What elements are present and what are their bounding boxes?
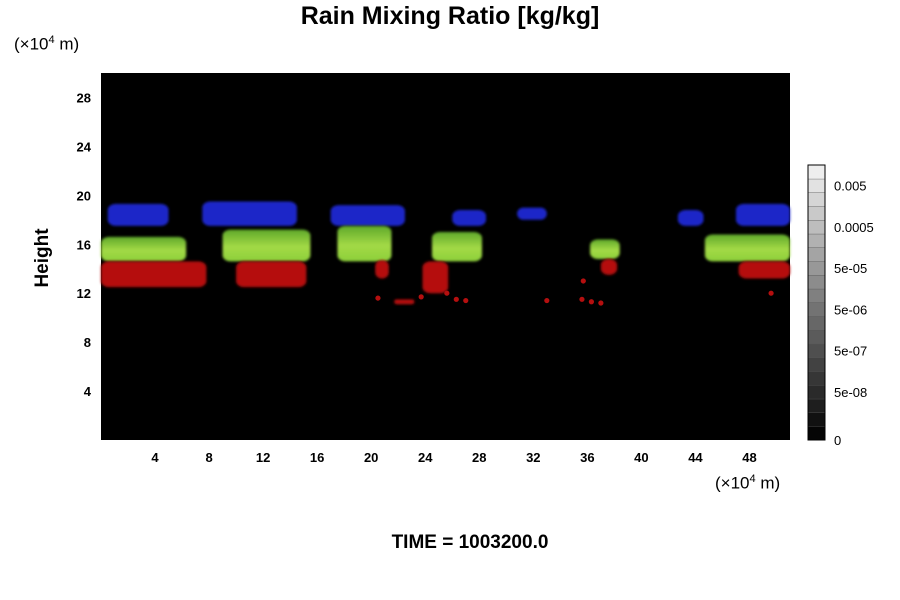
colorbar-swatch [807, 288, 826, 304]
y-tick-label: 20 [77, 188, 91, 203]
region-mid-9 [337, 225, 392, 262]
colorbar-swatch [807, 219, 826, 235]
colorbar-label: 5e-06 [834, 302, 867, 317]
y-tick-label: 24 [77, 139, 92, 154]
y-tick-label: 12 [77, 286, 91, 301]
colorbar-swatch [807, 412, 826, 427]
y-tick-label: 8 [84, 335, 91, 350]
data-point [453, 296, 459, 302]
x-tick-label: 4 [151, 450, 159, 465]
data-point [444, 290, 450, 296]
colorbar-label: 5e-05 [834, 261, 867, 276]
colorbar-swatch [807, 233, 826, 249]
region-low-14 [236, 261, 307, 288]
y-tick-label: 16 [77, 237, 91, 252]
colorbar-swatch [807, 329, 826, 345]
region-high-0 [107, 203, 169, 226]
colorbar-swatch [807, 426, 826, 441]
colorbar-swatch [807, 398, 826, 414]
colorbar-swatch [807, 164, 826, 180]
colorbar-swatch [807, 357, 826, 372]
colorbar-label: 0.0005 [834, 220, 874, 235]
colorbar-swatch [807, 384, 826, 400]
colorbar-swatch [807, 343, 826, 359]
colorbar-swatch [807, 274, 826, 290]
region-mid-8 [222, 229, 311, 262]
region-low-13 [101, 261, 207, 288]
data-point [588, 299, 595, 305]
colorbar-label: 5e-08 [834, 385, 867, 400]
region-high-1 [202, 201, 297, 226]
region-mid-12 [704, 234, 790, 262]
data-point [463, 297, 469, 304]
x-tick-label: 40 [634, 450, 648, 465]
x-tick-label: 32 [526, 450, 540, 465]
region-mid-10 [431, 232, 482, 262]
region-mid-7 [101, 236, 187, 262]
region-high-3 [452, 210, 487, 226]
region-low-18 [738, 261, 790, 279]
region-high-4 [517, 207, 547, 220]
colorbar-swatch [807, 316, 826, 331]
x-tick-label: 16 [310, 450, 324, 465]
x-tick-label: 12 [256, 450, 270, 465]
region-mid-11 [590, 239, 620, 259]
colorbar-label: 0 [834, 433, 841, 448]
colorbar-label: 5e-07 [834, 344, 867, 359]
x-tick-label: 44 [688, 450, 703, 465]
region-low-19 [394, 299, 415, 305]
colorbar: 0.005 0.0005 5e-05 5e-06 5e-07 5e-08 0 [807, 164, 874, 448]
colorbar-swatch [807, 302, 826, 317]
x-axis-unit: (×104 m) [715, 473, 781, 493]
colorbar-swatch [807, 178, 826, 194]
data-point [579, 296, 585, 302]
colorbar-swatch [807, 261, 826, 276]
colorbar-swatch [807, 206, 826, 221]
time-label: TIME = 1003200.0 [391, 532, 549, 553]
region-low-17 [600, 258, 618, 275]
data-point [580, 278, 586, 284]
region-low-15 [375, 260, 389, 279]
data-point [375, 295, 381, 301]
data-point [544, 297, 550, 304]
region-high-5 [677, 210, 704, 226]
x-tick-label: 20 [364, 450, 378, 465]
region-high-6 [735, 203, 790, 226]
region-high-2 [330, 205, 405, 226]
y-tick-label: 28 [77, 90, 91, 105]
y-axis-unit: (×104 m) [14, 34, 80, 54]
data-point [768, 290, 774, 296]
x-tick-label: 24 [418, 450, 433, 465]
x-tick-label: 8 [205, 450, 212, 465]
colorbar-label: 0.005 [834, 179, 867, 194]
data-point [418, 294, 424, 300]
data-point [598, 300, 604, 306]
x-tick-label: 48 [742, 450, 756, 465]
colorbar-swatch [807, 192, 826, 207]
y-tick-label: 4 [84, 384, 92, 399]
x-tick-label: 28 [472, 450, 486, 465]
region-low-16 [422, 261, 449, 294]
colorbar-swatch [807, 247, 826, 262]
colorbar-swatch [807, 371, 826, 386]
x-tick-label: 36 [580, 450, 594, 465]
chart-title: Rain Mixing Ratio [kg/kg] [300, 2, 600, 30]
